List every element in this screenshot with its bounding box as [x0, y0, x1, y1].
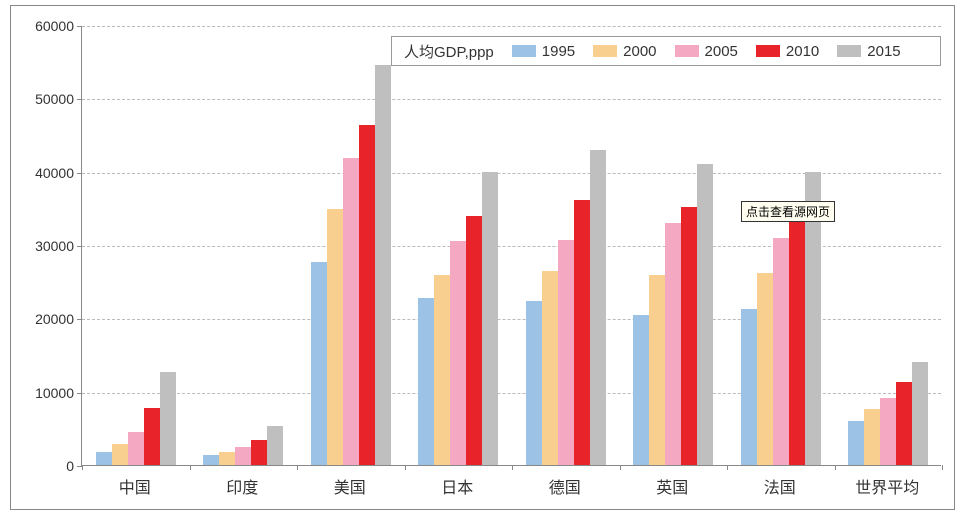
bar — [633, 315, 649, 465]
x-tick-mark — [835, 465, 836, 470]
bar — [251, 440, 267, 465]
bar — [482, 172, 498, 465]
bar — [160, 372, 176, 465]
x-tick-mark — [620, 465, 621, 470]
legend: 人均GDP,ppp 1995 2000 2005 2010 2015 — [391, 36, 941, 66]
x-tick-mark — [297, 465, 298, 470]
y-tick-mark — [77, 99, 82, 100]
x-tick-mark — [82, 465, 83, 470]
bar — [880, 398, 896, 465]
gridline — [82, 99, 941, 100]
bar — [311, 262, 327, 465]
legend-item-2000: 2000 — [593, 43, 656, 60]
bar — [235, 447, 251, 465]
legend-swatch — [593, 45, 617, 57]
legend-swatch — [837, 45, 861, 57]
x-tick-label: 德国 — [549, 474, 581, 498]
x-tick-mark — [512, 465, 513, 470]
gridline — [82, 26, 941, 27]
bar — [864, 409, 880, 465]
bar — [741, 309, 757, 465]
bar — [203, 455, 219, 465]
y-tick-mark — [77, 246, 82, 247]
legend-label: 2010 — [786, 43, 819, 60]
bar — [434, 275, 450, 465]
y-tick-mark — [77, 393, 82, 394]
bar — [526, 301, 542, 465]
y-tick-label: 20000 — [14, 311, 74, 327]
y-tick-mark — [77, 319, 82, 320]
bar — [267, 426, 283, 465]
bar — [418, 298, 434, 465]
x-tick-label: 日本 — [441, 474, 473, 498]
bar — [343, 158, 359, 465]
bar — [359, 125, 375, 465]
plot-area — [81, 26, 941, 466]
x-tick-mark — [727, 465, 728, 470]
x-tick-label: 世界平均 — [855, 474, 919, 498]
x-tick-label: 英国 — [656, 474, 688, 498]
y-tick-label: 60000 — [14, 18, 74, 34]
x-tick-label: 印度 — [226, 474, 258, 498]
bar — [848, 421, 864, 465]
bar — [773, 238, 789, 465]
bar — [375, 65, 391, 465]
legend-item-1995: 1995 — [512, 43, 575, 60]
x-tick-mark — [190, 465, 191, 470]
legend-label: 1995 — [542, 43, 575, 60]
legend-swatch — [675, 45, 699, 57]
source-tooltip[interactable]: 点击查看源网页 — [741, 201, 835, 222]
bar — [542, 271, 558, 465]
legend-title: 人均GDP,ppp — [404, 41, 494, 62]
bar — [665, 223, 681, 465]
chart-frame: 人均GDP,ppp 1995 2000 2005 2010 2015 0 1000… — [10, 5, 955, 510]
legend-swatch — [512, 45, 536, 57]
bar — [912, 362, 928, 465]
bar — [466, 216, 482, 465]
x-tick-label: 美国 — [334, 474, 366, 498]
bar — [590, 150, 606, 465]
x-tick-label: 法国 — [764, 474, 796, 498]
bar — [649, 275, 665, 465]
y-tick-mark — [77, 26, 82, 27]
bar — [450, 241, 466, 465]
y-tick-label: 10000 — [14, 385, 74, 401]
legend-swatch — [756, 45, 780, 57]
legend-item-2015: 2015 — [837, 43, 900, 60]
legend-label: 2000 — [623, 43, 656, 60]
y-tick-label: 30000 — [14, 238, 74, 254]
bar — [681, 207, 697, 465]
legend-item-2005: 2005 — [675, 43, 738, 60]
bar — [112, 444, 128, 465]
y-tick-mark — [77, 173, 82, 174]
bar — [219, 452, 235, 465]
bar — [697, 164, 713, 465]
bar — [574, 200, 590, 465]
bar — [128, 432, 144, 465]
y-tick-label: 40000 — [14, 165, 74, 181]
bar — [558, 240, 574, 465]
bar — [144, 408, 160, 465]
x-tick-label: 中国 — [119, 474, 151, 498]
legend-label: 2005 — [705, 43, 738, 60]
bar — [96, 452, 112, 465]
bar — [789, 211, 805, 465]
bar — [757, 273, 773, 465]
y-tick-label: 0 — [14, 458, 74, 474]
legend-item-2010: 2010 — [756, 43, 819, 60]
x-tick-mark — [942, 465, 943, 470]
y-tick-label: 50000 — [14, 91, 74, 107]
bar — [327, 209, 343, 465]
bar — [896, 382, 912, 465]
legend-label: 2015 — [867, 43, 900, 60]
x-tick-mark — [405, 465, 406, 470]
tooltip-text: 点击查看源网页 — [746, 205, 830, 219]
